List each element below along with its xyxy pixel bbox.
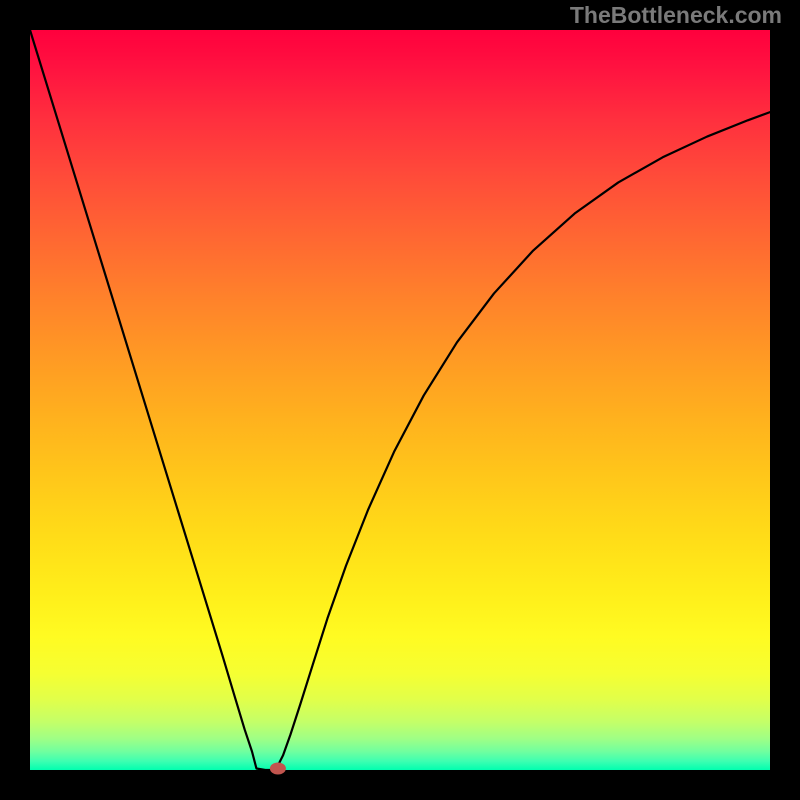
- optimal-point-marker: [270, 763, 286, 775]
- bottleneck-chart: [0, 0, 800, 800]
- plot-area: [30, 30, 770, 770]
- chart-container: TheBottleneck.com: [0, 0, 800, 800]
- watermark-text: TheBottleneck.com: [570, 2, 782, 29]
